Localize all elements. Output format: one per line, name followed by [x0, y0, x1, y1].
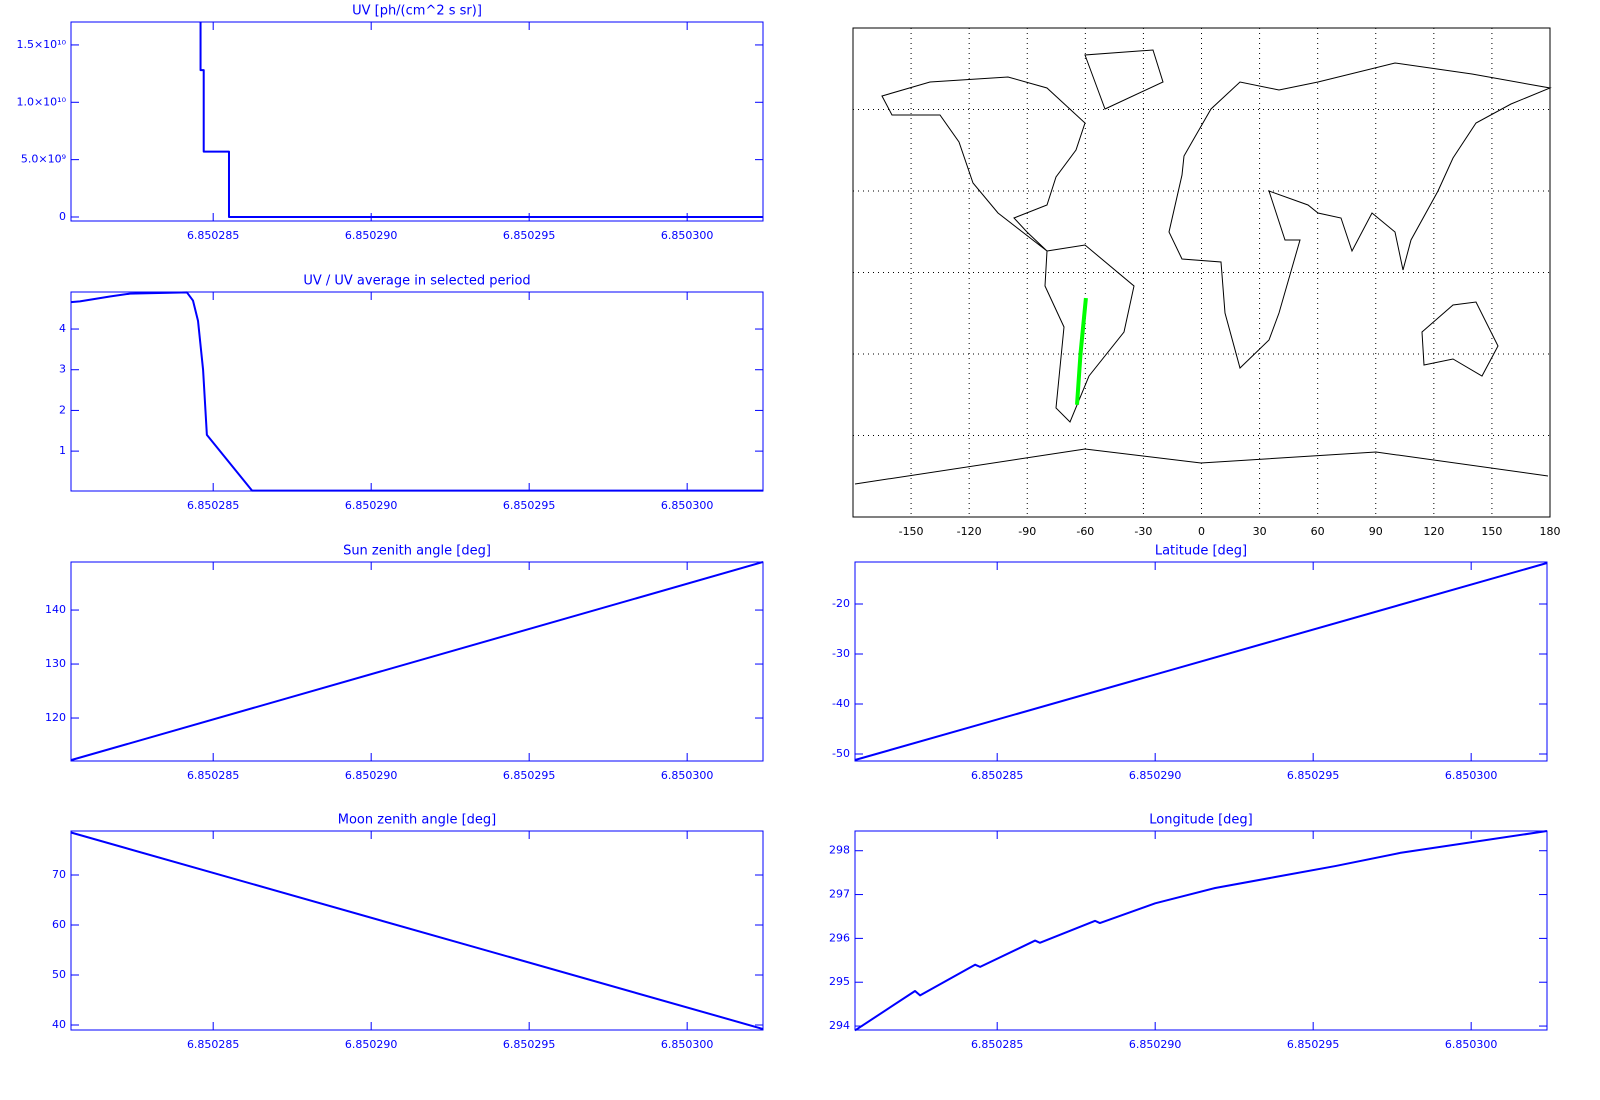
x-tick-label: 6.850295	[1287, 1038, 1340, 1051]
y-tick-label: -20	[832, 597, 850, 610]
track-line	[1075, 297, 1088, 405]
data-line	[70, 291, 763, 492]
data-line	[70, 831, 764, 1030]
plot-frame	[70, 561, 764, 762]
x-tick-label: 6.850290	[345, 499, 398, 512]
y-tick-label: 3	[59, 363, 66, 376]
x-tick-label: 6.850290	[345, 769, 398, 782]
y-tick-label: 0	[59, 210, 66, 223]
y-tick-label: -30	[832, 647, 850, 660]
y-tick-label: 70	[52, 868, 66, 881]
land-outline	[1044, 244, 1135, 423]
x-tick-label: -60	[1076, 525, 1094, 538]
y-tick-label: -50	[832, 747, 850, 760]
plot-frame	[854, 830, 1548, 1031]
y-tick-label: 120	[45, 711, 66, 724]
y-tick-label: -40	[832, 697, 850, 710]
y-tick-label: 297	[829, 888, 850, 901]
y-tick-label: 60	[52, 918, 66, 931]
y-tick-label: 5.0×10⁹	[21, 153, 66, 166]
x-tick-label: 6.850290	[345, 229, 398, 242]
x-tick-label: 6.850300	[661, 1038, 714, 1051]
x-tick-label: 6.850285	[187, 1038, 240, 1051]
x-tick-label: 0	[1198, 525, 1205, 538]
x-tick-label: -120	[957, 525, 982, 538]
chart-title: UV / UV average in selected period	[303, 274, 530, 289]
chart-title: UV [ph/(cm^2 s sr)]	[352, 4, 482, 19]
y-tick-label: 4	[59, 322, 66, 335]
chart-title: Sun zenith angle [deg]	[343, 544, 491, 559]
y-tick-label: 296	[829, 931, 850, 944]
y-tick-label: 130	[45, 657, 66, 670]
x-tick-label: 90	[1369, 525, 1383, 538]
x-tick-label: 150	[1481, 525, 1502, 538]
chart-title: Longitude [deg]	[1149, 813, 1252, 828]
x-tick-label: 6.850290	[1129, 1038, 1182, 1051]
x-tick-label: 60	[1311, 525, 1325, 538]
chart-title: Latitude [deg]	[1155, 544, 1247, 559]
x-tick-label: 6.850300	[1445, 769, 1498, 782]
x-tick-label: 6.850300	[661, 499, 714, 512]
x-tick-label: 6.850295	[503, 229, 556, 242]
y-tick-label: 298	[829, 844, 850, 857]
x-tick-label: 6.850300	[661, 769, 714, 782]
x-tick-label: 6.850295	[503, 499, 556, 512]
y-tick-label: 295	[829, 975, 850, 988]
x-tick-label: 6.850295	[503, 1038, 556, 1051]
y-tick-label: 1	[59, 444, 66, 457]
chart-title: Moon zenith angle [deg]	[338, 813, 496, 828]
land-outline	[881, 76, 1086, 252]
x-tick-label: 6.850295	[503, 769, 556, 782]
y-tick-label: 294	[829, 1019, 850, 1032]
x-tick-label: 6.850300	[1445, 1038, 1498, 1051]
map-panel: -150 -120 -90 -60 -30 0 30 60 90 120 150 180	[852, 27, 1561, 538]
data-line	[199, 22, 763, 218]
data-line	[854, 562, 1548, 761]
y-tick-label: 50	[52, 968, 66, 981]
world-map-outlines	[854, 49, 1552, 485]
chart-panel: Latitude [deg] 6.850285 6.850290 6.850295 6.…	[832, 544, 1548, 782]
x-tick-label: 180	[1540, 525, 1561, 538]
land-outline	[1168, 62, 1552, 369]
x-tick-label: 30	[1253, 525, 1267, 538]
x-tick-label: -30	[1134, 525, 1152, 538]
x-tick-label: 6.850285	[971, 1038, 1024, 1051]
land-outline	[1084, 49, 1164, 110]
chart-panel: Moon zenith angle [deg] 6.850285 6.850290 6…	[52, 813, 764, 1051]
y-tick-label: 1.5×10¹⁰	[16, 38, 66, 51]
plot-frame	[70, 291, 764, 492]
x-tick-label: 6.850285	[187, 499, 240, 512]
chart-panel: UV [ph/(cm^2 s sr)] 6.850285 6.850290 6.850…	[16, 4, 764, 242]
x-tick-label: 6.850290	[345, 1038, 398, 1051]
chart-panel: UV / UV average in selected period 6.8502…	[59, 274, 764, 512]
chart-panel: Longitude [deg] 6.850285 6.850290 6.850295 6…	[829, 813, 1548, 1051]
x-tick-label: 6.850290	[1129, 769, 1182, 782]
x-tick-label: 6.850300	[661, 229, 714, 242]
chart-panel: Sun zenith angle [deg] 6.850285 6.850290 6.…	[45, 544, 764, 782]
y-tick-label: 2	[59, 403, 66, 416]
x-tick-label: 6.850285	[971, 769, 1024, 782]
y-tick-label: 40	[52, 1018, 66, 1031]
x-tick-label: 6.850295	[1287, 769, 1340, 782]
x-tick-label: 6.850285	[187, 229, 240, 242]
land-outline	[1421, 301, 1499, 377]
plot-frame	[70, 830, 764, 1031]
x-tick-label: 120	[1423, 525, 1444, 538]
x-tick-label: -150	[899, 525, 924, 538]
x-tick-label: -90	[1018, 525, 1036, 538]
y-tick-label: 140	[45, 603, 66, 616]
plot-frame	[70, 21, 764, 222]
y-tick-label: 1.0×10¹⁰	[16, 95, 66, 108]
plot-frame	[854, 561, 1548, 762]
data-line	[70, 561, 764, 762]
x-tick-label: 6.850285	[187, 769, 240, 782]
data-line	[854, 830, 1548, 1032]
